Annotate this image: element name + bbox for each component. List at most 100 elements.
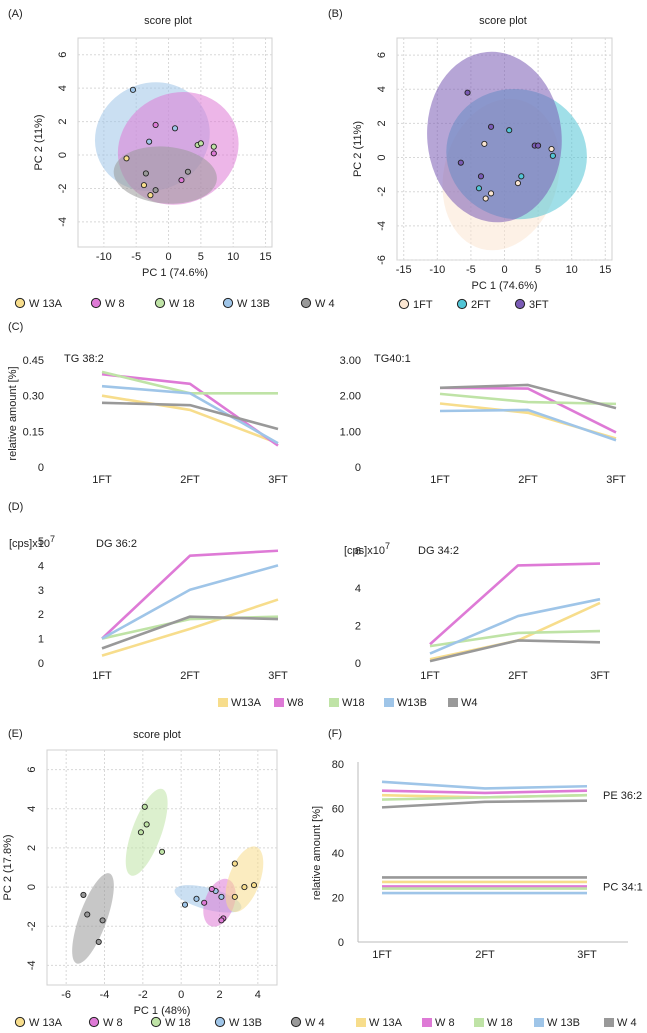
x-tick-label: 0	[501, 264, 507, 276]
x-axis-label: PC 1 (74.6%)	[471, 280, 537, 292]
x-tick-label: 10	[566, 264, 578, 276]
lipid-label: DG 34:2	[418, 545, 459, 557]
x-tick-label: 15	[259, 251, 271, 263]
y-tick-label: 1	[38, 634, 44, 646]
chart-title: score plot	[133, 729, 181, 741]
data-point-FT1	[514, 180, 521, 187]
x-tick-label: 5	[198, 251, 204, 263]
x-tick-label: 3FT	[268, 670, 288, 682]
legend-marker-FT2	[456, 298, 468, 310]
legend-panel-E: W 13A W 8 W 18 W 13B W 4	[14, 1016, 325, 1029]
x-tick-label: 2	[216, 989, 222, 1001]
data-point-W4	[95, 938, 102, 945]
legend-marker-W18	[154, 297, 166, 309]
lipid-label: PC 34:1	[603, 881, 643, 893]
y-tick-label: 6	[26, 767, 38, 773]
series-line-W4	[439, 383, 617, 410]
y-tick-label: 4	[376, 86, 388, 92]
x-tick-label: 3FT	[590, 670, 610, 682]
legend-label: W8	[287, 697, 304, 709]
legend-marker-W8	[274, 698, 284, 707]
series-line-W18	[439, 392, 617, 406]
y-axis-label: PC 2 (11%)	[33, 114, 45, 170]
data-point-W18	[143, 821, 150, 828]
data-point-W13B	[218, 893, 225, 900]
y-tick-label: 4	[57, 85, 69, 91]
legend-marker-W13B	[214, 1016, 226, 1028]
x-tick-label: 15	[599, 264, 611, 276]
data-point-W8	[152, 121, 159, 128]
legend-label: W 4	[305, 1017, 325, 1029]
data-point-W13A	[250, 882, 258, 889]
y-tick-label: -4	[376, 221, 388, 231]
x-tick-label: 5	[535, 264, 541, 276]
data-point-FT2	[506, 127, 513, 134]
y-tick-label: 3	[38, 585, 44, 597]
legend-label: W 13A	[29, 1017, 63, 1029]
lipid-label: PE 36:2	[603, 790, 642, 802]
panel-letter-4: (E)	[8, 728, 23, 740]
legend-marker-W8	[422, 1018, 432, 1027]
plot-frame	[77, 37, 273, 248]
data-point-W13B	[193, 895, 200, 902]
data-point-W13B	[146, 138, 153, 145]
legend-marker-W13A	[356, 1018, 366, 1027]
x-tick-label: 1FT	[92, 474, 112, 486]
legend-label: W 13B	[229, 1017, 262, 1029]
data-point-W4	[99, 917, 106, 924]
x-tick-label: 4	[255, 989, 261, 1001]
x-tick-label: 2FT	[180, 474, 200, 486]
y-tick-label: 0	[355, 658, 361, 670]
ellipse-W4	[113, 146, 217, 204]
legend-marker-W8	[90, 297, 102, 309]
lipid-label: TG40:1	[374, 353, 411, 365]
lipid-label: DG 36:2	[96, 538, 137, 550]
data-point-FT1	[488, 190, 495, 197]
legend-label: W4	[461, 697, 478, 709]
y-tick-label: 20	[332, 893, 344, 905]
y-tick-label: 0	[38, 658, 44, 670]
data-point-FT2	[518, 173, 525, 180]
x-axis-label: PC 1 (74.6%)	[142, 267, 208, 279]
y-tick-label: 2	[57, 119, 69, 125]
x-tick-label: 1FT	[430, 474, 450, 486]
legend-marker-W13B	[384, 698, 394, 707]
ellipse-W4	[72, 873, 114, 964]
y-tick-label: 2	[376, 120, 388, 126]
data-point-W13A	[241, 884, 248, 891]
panel-E-chart: -6 -4 -2 0 2 4 -4 -2 0 2 4 6 score plot PC 1 (48%) PC …	[2, 729, 278, 1017]
data-point-W13A	[231, 860, 238, 867]
plot-frame	[46, 749, 278, 986]
legend-marker-W4	[300, 297, 312, 309]
data-point-FT1	[548, 145, 555, 153]
chart-title: score plot	[144, 15, 192, 27]
unit-text: [cps]x10	[9, 538, 50, 550]
x-tick-label: -2	[138, 989, 148, 1001]
x-tick-label: 3FT	[268, 474, 288, 486]
data-point-W13A	[147, 192, 154, 199]
legend-panel-CD: W13A W8 W18 W13B W4	[218, 697, 478, 709]
data-point-W4	[142, 170, 149, 177]
panel-letter-1: (B)	[328, 8, 343, 20]
legend-marker-W8	[88, 1016, 100, 1028]
legend-label: W 13B	[547, 1017, 580, 1029]
panel-letter-0: (A)	[8, 8, 23, 20]
unit-text: [cps]x10	[344, 545, 385, 557]
legend-marker-W4	[290, 1016, 302, 1028]
x-tick-label: -6	[61, 989, 71, 1001]
data-point-W13A	[123, 155, 130, 162]
y-axis-label: PC 2 (17.8%)	[2, 834, 14, 900]
y-tick-label: 6	[355, 545, 361, 557]
data-point-W4	[152, 187, 159, 194]
legend-panel-A: W 13A W 8 W 18 W 13B W 4	[14, 297, 335, 310]
x-tick-label: -5	[466, 264, 476, 276]
y-tick-label: 80	[332, 759, 344, 771]
y-tick-label: 0	[57, 152, 69, 158]
ellipse-FT3	[427, 51, 562, 223]
data-point-W8	[201, 899, 208, 906]
legend-label: W 8	[103, 1017, 123, 1029]
x-tick-label: -15	[396, 264, 412, 276]
y-tick-label: 0.15	[23, 426, 44, 438]
y-tick-label: -6	[376, 255, 388, 265]
panel-letter-3: (D)	[8, 501, 23, 513]
